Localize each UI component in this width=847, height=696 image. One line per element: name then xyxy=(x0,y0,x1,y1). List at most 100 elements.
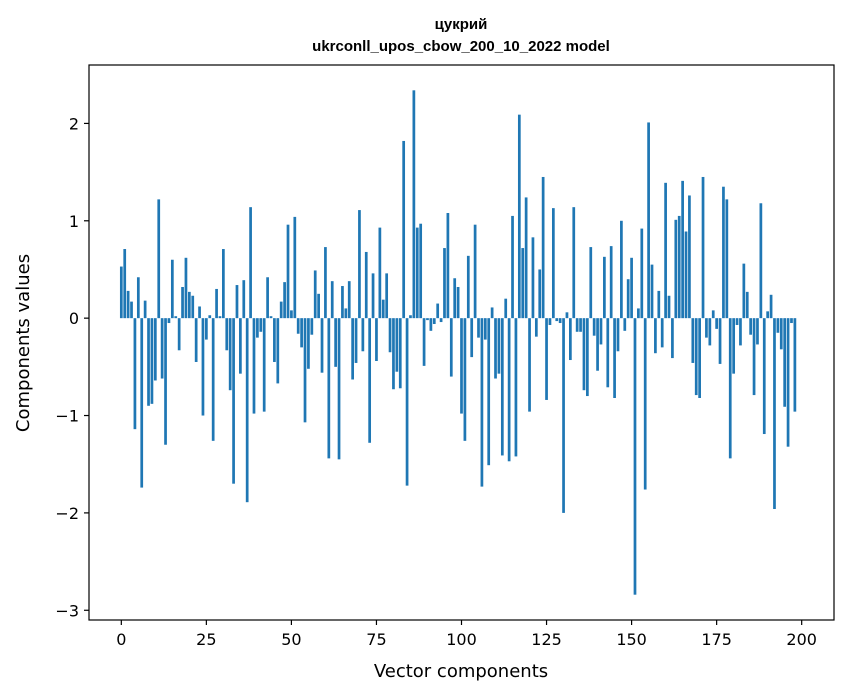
bar xyxy=(208,315,212,319)
bar xyxy=(415,227,419,319)
bar xyxy=(119,266,123,319)
y-tick-label: 1 xyxy=(69,212,79,231)
x-tick-label: 100 xyxy=(446,630,477,649)
bar xyxy=(429,318,433,331)
chart-title: цукрий xyxy=(435,16,488,33)
bar xyxy=(256,318,259,338)
x-tick-label: 25 xyxy=(196,630,216,649)
bar xyxy=(708,318,712,346)
bar xyxy=(133,318,137,430)
bar xyxy=(187,291,191,319)
bar xyxy=(633,318,637,595)
bar xyxy=(439,318,443,323)
bar xyxy=(494,318,497,379)
bar xyxy=(531,237,535,319)
y-tick-label: −2 xyxy=(55,504,79,523)
bar xyxy=(310,318,314,335)
bar xyxy=(592,318,596,336)
bar xyxy=(735,318,739,325)
bar xyxy=(473,224,477,319)
bar xyxy=(606,318,610,388)
bar xyxy=(249,207,252,319)
bar xyxy=(259,318,263,332)
bar xyxy=(283,282,286,319)
bar xyxy=(436,303,440,319)
bar xyxy=(446,213,450,319)
bar xyxy=(769,294,773,319)
bar xyxy=(371,273,375,319)
bar xyxy=(378,227,382,319)
bar xyxy=(677,215,681,319)
bar xyxy=(463,318,467,441)
bar xyxy=(347,281,351,319)
bar xyxy=(184,257,188,319)
bar xyxy=(300,318,303,348)
bar xyxy=(449,318,453,377)
bar xyxy=(650,264,654,319)
bar xyxy=(487,318,491,466)
bar xyxy=(514,318,518,457)
bar xyxy=(269,316,273,319)
bar xyxy=(153,318,157,381)
bar xyxy=(160,318,164,379)
bar xyxy=(177,318,181,351)
bar xyxy=(688,195,691,319)
bar xyxy=(409,315,412,319)
bar xyxy=(654,318,657,354)
bar xyxy=(674,219,678,319)
bar xyxy=(422,318,426,366)
bar xyxy=(228,318,232,391)
bar xyxy=(398,318,402,389)
plot-area-frame xyxy=(88,64,835,621)
bar xyxy=(126,290,130,319)
bar xyxy=(266,277,269,319)
bar xyxy=(215,288,218,319)
bar xyxy=(211,318,215,441)
bar xyxy=(303,318,307,423)
bar xyxy=(147,318,150,406)
bar xyxy=(307,318,310,369)
bar xyxy=(569,318,572,361)
bar xyxy=(582,318,586,391)
bar xyxy=(293,216,297,319)
bar xyxy=(470,318,474,358)
bar xyxy=(521,248,525,319)
bar xyxy=(497,318,501,374)
bar xyxy=(586,318,589,397)
bar xyxy=(643,318,647,490)
bar xyxy=(640,228,644,319)
bar xyxy=(555,318,559,322)
bar xyxy=(490,307,494,319)
bar xyxy=(483,318,487,340)
bar xyxy=(742,263,746,319)
bar xyxy=(698,318,701,398)
bar xyxy=(296,318,300,334)
x-tick-label: 0 xyxy=(116,630,126,649)
bar xyxy=(783,318,787,407)
bar xyxy=(766,311,770,319)
x-tick-label: 200 xyxy=(786,630,817,649)
bar xyxy=(157,199,161,319)
bar xyxy=(262,318,266,412)
bar xyxy=(551,208,555,319)
bar xyxy=(681,180,684,319)
bar xyxy=(344,308,348,319)
bar xyxy=(579,318,582,332)
bar xyxy=(732,318,736,374)
y-axis-label: Components values xyxy=(13,254,34,432)
bar xyxy=(749,318,753,335)
bar xyxy=(136,277,140,319)
bar xyxy=(364,251,368,319)
bar xyxy=(341,286,344,319)
bar xyxy=(528,318,531,412)
bar xyxy=(368,318,372,443)
bar xyxy=(351,318,354,380)
bar xyxy=(252,318,256,414)
bar xyxy=(324,247,327,319)
bar xyxy=(286,224,290,319)
bar xyxy=(660,318,664,348)
bar xyxy=(541,176,545,319)
bar xyxy=(167,318,171,324)
bar xyxy=(385,273,389,319)
bar xyxy=(354,318,358,363)
